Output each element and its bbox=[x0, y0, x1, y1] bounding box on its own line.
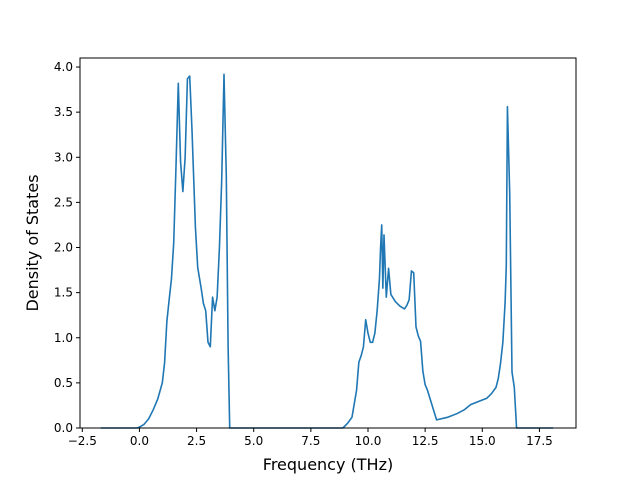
y-axis-ticks: 0.0 0.5 1.0 1.5 2.0 2.5 3.0 3.5 4.0 bbox=[54, 60, 80, 435]
y-axis-label: Density of States bbox=[23, 174, 42, 311]
y-tick-label: 2.5 bbox=[54, 195, 73, 209]
axes-frame bbox=[79, 57, 577, 429]
x-tick-label: 7.5 bbox=[301, 434, 320, 448]
x-tick-label: −2.5 bbox=[68, 434, 97, 448]
x-tick-label: 12.5 bbox=[412, 434, 439, 448]
y-tick-label: 0.5 bbox=[54, 376, 73, 390]
x-tick-label: 10.0 bbox=[355, 434, 382, 448]
x-tick-label: 15.0 bbox=[469, 434, 496, 448]
series-line-0 bbox=[100, 73, 554, 429]
x-tick-label: 2.5 bbox=[187, 434, 206, 448]
y-tick-label: 1.0 bbox=[54, 331, 73, 345]
x-axis-label: Frequency (THz) bbox=[263, 455, 393, 474]
plot-area bbox=[80, 58, 576, 428]
y-tick-label: 1.5 bbox=[54, 286, 73, 300]
y-tick-label: 0.0 bbox=[54, 421, 73, 435]
x-tick-label: 0.0 bbox=[130, 434, 149, 448]
y-tick-label: 3.0 bbox=[54, 150, 73, 164]
y-tick-label: 4.0 bbox=[54, 60, 73, 74]
x-tick-label: 17.5 bbox=[526, 434, 553, 448]
series-layer bbox=[100, 73, 554, 429]
x-tick-label: 5.0 bbox=[244, 434, 263, 448]
y-tick-label: 2.0 bbox=[54, 241, 73, 255]
y-tick-label: 3.5 bbox=[54, 105, 73, 119]
x-axis-ticks: −2.5 0.0 2.5 5.0 7.5 10.0 12.5 15.0 17.5 bbox=[68, 428, 553, 448]
